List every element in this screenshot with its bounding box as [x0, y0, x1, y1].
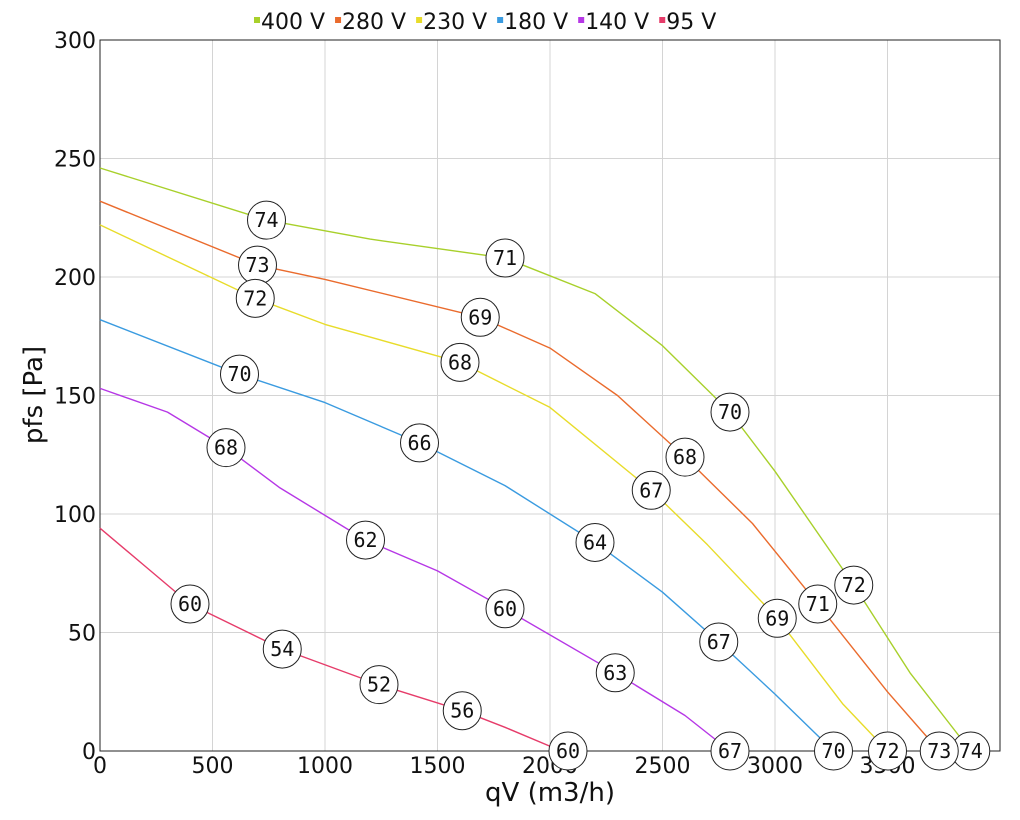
legend-label: 180 V [504, 10, 568, 35]
marker-circle [548, 731, 588, 771]
marker-label: 62 [353, 528, 377, 552]
marker-label: 72 [842, 573, 866, 597]
legend-swatch [578, 17, 585, 23]
y-axis-title: pfs [Pa] [19, 346, 49, 444]
y-tick-label: 50 [68, 622, 96, 647]
marker-circle [575, 522, 615, 562]
x-tick-label: 2500 [635, 754, 691, 779]
marker-label: 74 [254, 208, 278, 232]
marker-label: 64 [583, 530, 607, 554]
marker-label: 69 [468, 305, 492, 329]
x-axis-ticks: 0500100015002000250030003500 [93, 754, 916, 779]
marker-circle [798, 584, 838, 624]
marker-label: 70 [718, 400, 742, 424]
marker-label: 67 [718, 739, 742, 763]
series-line [99, 224, 889, 752]
y-tick-label: 0 [82, 740, 96, 765]
x-tick-label: 0 [93, 754, 107, 779]
marker-circle [220, 354, 259, 394]
y-tick-label: 250 [54, 148, 96, 173]
legend-label: 230 V [423, 10, 487, 35]
marker-circle [665, 437, 705, 477]
x-tick-label: 500 [192, 754, 234, 779]
marker-circle [485, 238, 525, 278]
marker-circle [346, 520, 385, 560]
legend-swatch [416, 17, 423, 23]
marker-circle [262, 629, 302, 669]
marker-label: 52 [367, 673, 391, 697]
marker-circle [485, 589, 525, 629]
legend-label: 140 V [585, 10, 649, 35]
x-tick-label: 3000 [747, 754, 803, 779]
y-tick-label: 300 [54, 29, 96, 54]
y-tick-label: 150 [54, 385, 96, 410]
marker-label: 56 [450, 699, 474, 723]
marker-label: 60 [493, 597, 517, 621]
marker-label: 68 [448, 350, 472, 374]
marker-circle [460, 297, 500, 337]
marker-circle [206, 428, 246, 468]
series-markers: 74 71 70 72 74 73 69 68 71 73 72 68 67 69 72 70 66 64 67 70… [170, 200, 991, 771]
legend-swatch [497, 17, 504, 23]
marker-label: 60 [178, 592, 202, 616]
legend-label: 400 V [261, 10, 325, 35]
y-tick-label: 100 [54, 503, 96, 528]
marker-label: 67 [639, 478, 663, 502]
series-line [99, 387, 731, 752]
marker-label: 60 [556, 739, 580, 763]
legend: 400 V 280 V 230 V 180 V 140 V 95 V [254, 10, 716, 35]
marker-label: 68 [673, 445, 697, 469]
marker-label: 66 [407, 431, 431, 455]
x-tick-label: 1500 [410, 754, 466, 779]
marker-label: 71 [493, 246, 517, 270]
legend-swatch [335, 17, 342, 23]
marker-label: 63 [603, 661, 627, 685]
marker-circle [170, 584, 210, 624]
marker-circle [814, 731, 853, 771]
marker-circle [834, 565, 874, 605]
marker-circle [868, 731, 907, 771]
legend-label: 95 V [666, 10, 716, 35]
legend-label: 280 V [342, 10, 406, 35]
marker-circle [359, 665, 399, 705]
marker-label: 70 [227, 362, 251, 386]
marker-circle [631, 470, 671, 510]
marker-circle [919, 731, 959, 771]
marker-label: 73 [245, 253, 269, 277]
legend-swatch [659, 17, 666, 23]
marker-label: 71 [806, 592, 830, 616]
marker-circle [400, 423, 439, 463]
series-line [99, 527, 562, 752]
series-line [99, 200, 940, 752]
marker-label: 54 [270, 637, 294, 661]
marker-circle [710, 731, 750, 771]
x-tick-label: 1000 [297, 754, 353, 779]
marker-label: 74 [959, 739, 983, 763]
marker-label: 70 [821, 739, 845, 763]
marker-label: 73 [927, 739, 951, 763]
grid [100, 39, 1000, 751]
marker-circle [710, 392, 750, 432]
legend-swatch [254, 17, 260, 23]
marker-label: 72 [875, 739, 899, 763]
marker-circle [440, 342, 480, 382]
series-line [99, 319, 834, 752]
marker-circle [442, 691, 482, 731]
marker-circle [595, 653, 635, 693]
x-axis-title: qV (m3/h) [485, 778, 615, 808]
marker-label: 69 [765, 606, 789, 630]
marker-label: 68 [214, 436, 238, 460]
marker-circle [247, 200, 286, 240]
y-tick-label: 200 [54, 266, 96, 291]
y-axis-ticks: 0 50 100 150 200 250 300 [54, 29, 96, 765]
marker-label: 67 [707, 630, 731, 654]
marker-circle [757, 598, 797, 638]
marker-circle [235, 278, 275, 318]
marker-label: 72 [243, 286, 267, 310]
marker-circle [699, 622, 739, 662]
